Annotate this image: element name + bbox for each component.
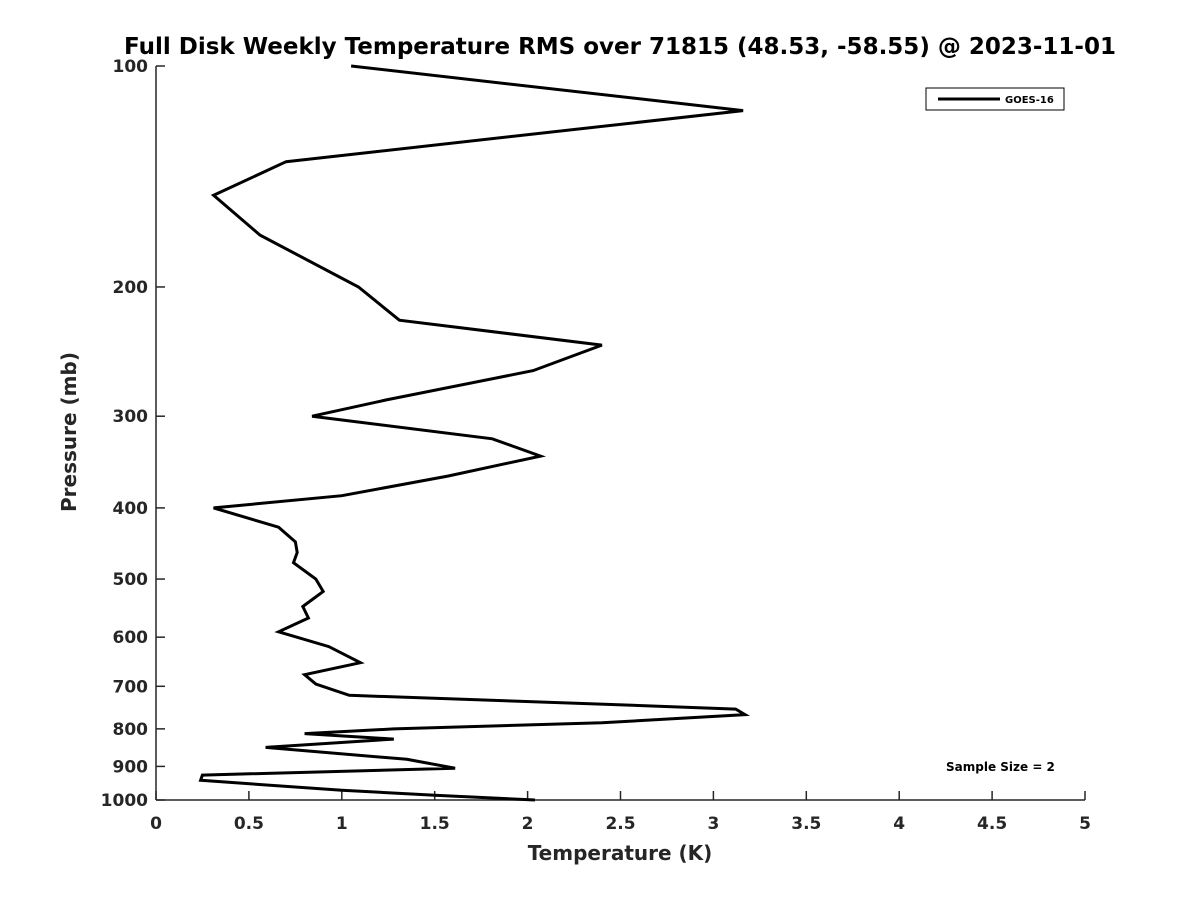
x-tick-label: 1.5 bbox=[420, 814, 450, 834]
y-tick-label: 200 bbox=[113, 278, 149, 298]
y-tick-label: 600 bbox=[113, 628, 149, 648]
tick-labels: 0 0.5 1 1.5 2 2.5 3 3.5 4 4.5 5 100 200 300 400 500 600 7… bbox=[101, 57, 1091, 834]
y-tick-label: 100 bbox=[113, 57, 149, 77]
x-tick-label: 2.5 bbox=[605, 814, 635, 834]
x-tick-label: 0 bbox=[150, 814, 162, 834]
x-tick-label: 2 bbox=[522, 814, 534, 834]
y-axis-label: Pressure (mb) bbox=[57, 352, 81, 512]
y-tick-label: 900 bbox=[113, 757, 149, 777]
x-tick-label: 1 bbox=[336, 814, 348, 834]
x-tick-label: 3.5 bbox=[791, 814, 821, 834]
series-line-goes-16 bbox=[198, 64, 751, 802]
y-tick-label: 500 bbox=[113, 570, 149, 590]
x-tick-label: 5 bbox=[1079, 814, 1091, 834]
x-tick-label: 0.5 bbox=[234, 814, 264, 834]
y-tick-label: 700 bbox=[113, 677, 149, 697]
x-tick-label: 3 bbox=[707, 814, 719, 834]
legend-entry-goes-16: GOES-16 bbox=[1005, 95, 1054, 106]
y-tick-label: 300 bbox=[113, 407, 149, 427]
y-tick-label: 800 bbox=[113, 720, 149, 740]
chart-title: Full Disk Weekly Temperature RMS over 71… bbox=[124, 34, 1116, 60]
x-axis-label: Temperature (K) bbox=[528, 841, 713, 865]
sample-size-annotation: Sample Size = 2 bbox=[946, 760, 1055, 774]
legend: GOES-16 bbox=[925, 87, 1065, 111]
x-tick-label: 4.5 bbox=[977, 814, 1007, 834]
x-tick-label: 4 bbox=[893, 814, 905, 834]
y-tick-label: 1000 bbox=[101, 791, 148, 811]
y-tick-label: 400 bbox=[113, 499, 149, 519]
axes bbox=[155, 65, 1086, 801]
